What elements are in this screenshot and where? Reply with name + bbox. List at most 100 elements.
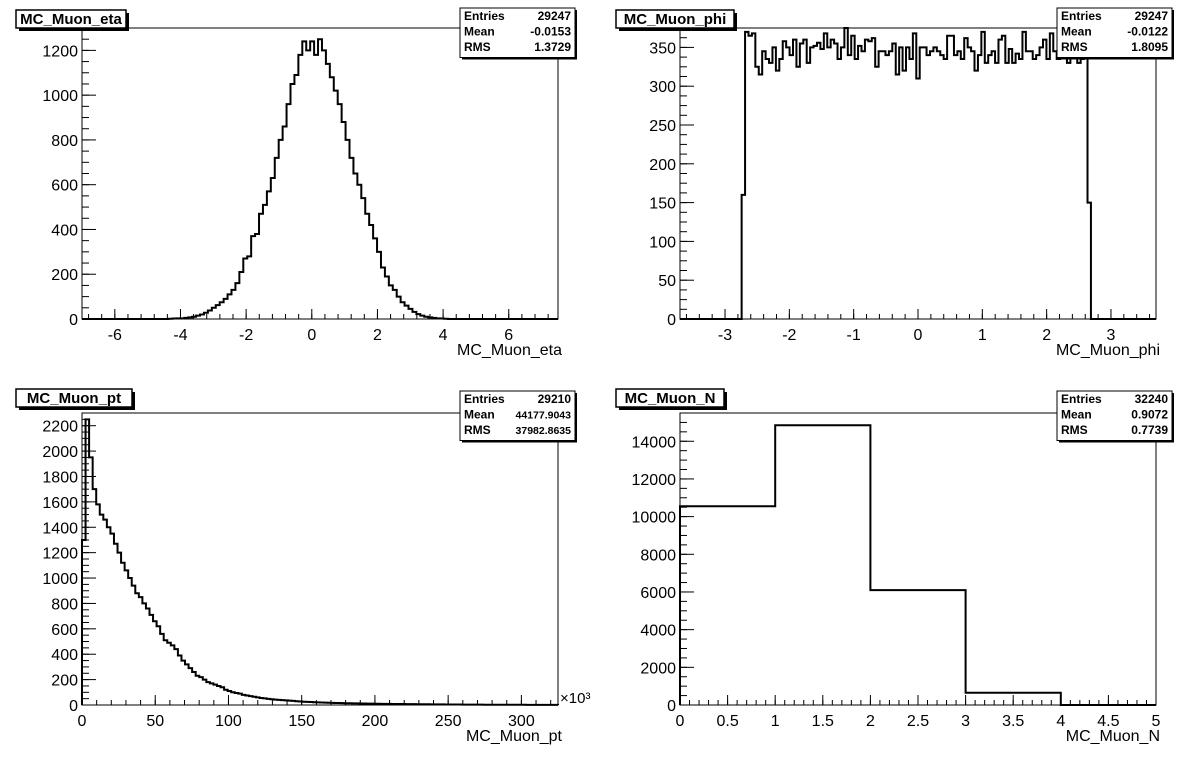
stats-label: Mean: [464, 408, 495, 422]
chart-title: MC_Muon_phi: [624, 11, 727, 28]
stats-value: 0.9072: [1131, 408, 1168, 422]
x-tick-label: 200: [362, 713, 389, 730]
panel-mc-muon-pt: 0200400600800100012001400160018002000220…: [15, 388, 590, 745]
y-tick-label: 10000: [632, 510, 677, 527]
y-tick-label: 100: [649, 234, 676, 251]
y-tick-label: 250: [649, 118, 676, 135]
stats-value: 1.3729: [534, 40, 571, 54]
x-tick-label: 2: [866, 713, 875, 730]
y-tick-label: 8000: [640, 547, 676, 564]
y-tick-label: 0: [69, 312, 78, 329]
x-tick-label: 0: [676, 713, 685, 730]
y-tick-label: 1400: [42, 520, 78, 537]
x-tick-label: 1: [771, 713, 780, 730]
x-tick-label: 3.5: [1002, 713, 1024, 730]
x-tick-label: -2: [782, 327, 796, 344]
y-tick-label: 1200: [42, 43, 78, 60]
stats-label: Mean: [1061, 25, 1092, 39]
x-tick-label: 2: [1042, 327, 1051, 344]
stats-value: -0.0122: [1127, 25, 1168, 39]
x-axis-label: MC_Muon_phi: [1056, 342, 1160, 359]
stats-value: -0.0153: [530, 25, 571, 39]
title-box: [615, 388, 725, 408]
y-tick-label: 200: [51, 267, 78, 284]
stats-label: Entries: [1061, 392, 1102, 406]
x-tick-label: 4.5: [1097, 713, 1119, 730]
stats-label: RMS: [1061, 40, 1088, 54]
x-tick-label: 2.5: [907, 713, 929, 730]
plot-frame: [81, 412, 559, 706]
stats-value: 37982.8635: [516, 425, 572, 437]
plot-frame: [679, 27, 1157, 320]
panel-mc-muon-n: 0 2000 4000 6000 8000 10000 12000 14000 0 0.5 1 1.5…: [615, 388, 1174, 745]
title-box: [15, 9, 127, 29]
x-tick-label: 3: [961, 713, 970, 730]
title-box: [15, 388, 133, 408]
y-tick-label: 300: [649, 79, 676, 96]
y-tick-label: 6000: [640, 585, 676, 602]
histogram-line: [680, 27, 1156, 320]
x-tick-label: 0: [78, 713, 87, 730]
stats-value: 44177.9043: [516, 410, 572, 422]
x-tick-label: 4: [1056, 713, 1065, 730]
y-tick-label: 350: [649, 40, 676, 57]
stats-label: Mean: [464, 25, 495, 39]
y-tick-label: 400: [51, 647, 78, 664]
stats-label: Entries: [1061, 9, 1102, 23]
x-axis-label: MC_Muon_N: [1066, 728, 1160, 745]
stats-label: Entries: [464, 9, 505, 23]
x-tick-label: 150: [288, 713, 315, 730]
title-box: [615, 9, 735, 29]
y-tick-label: 200: [649, 157, 676, 174]
x-tick-label: -1: [847, 327, 861, 344]
y-tick-label: 0: [69, 698, 78, 715]
plot-frame: [81, 27, 559, 320]
x-tick-label: 0: [307, 327, 316, 344]
x-tick-label: 300: [508, 713, 535, 730]
histogram-line: [679, 424, 1156, 706]
stats-box: [1056, 7, 1173, 58]
x-tick-label: 6: [504, 327, 513, 344]
y-tick-label: 1800: [42, 469, 78, 486]
x-tick-label: -4: [173, 327, 187, 344]
stats-value: 0.7739: [1131, 423, 1168, 437]
x-tick-label: -3: [718, 327, 732, 344]
stats-label: Entries: [464, 392, 505, 406]
x-tick-label: 3: [1107, 327, 1116, 344]
histogram-line: [81, 418, 559, 706]
x-tick-label: 0.5: [716, 713, 738, 730]
x-tick-label: 1.5: [812, 713, 834, 730]
x-tick-label: 4: [439, 327, 448, 344]
y-tick-label: 0: [667, 698, 676, 715]
stats-box: [1056, 390, 1173, 441]
histogram-line: [82, 38, 558, 320]
x-tick-label: 0: [914, 327, 923, 344]
chart-title: MC_Muon_pt: [27, 390, 121, 407]
stats-value: 1.8095: [1131, 40, 1168, 54]
y-tick-label: 2200: [42, 419, 78, 436]
y-tick-label: 1600: [42, 495, 78, 512]
stats-label: RMS: [464, 423, 491, 437]
x-tick-label: 5: [1152, 713, 1161, 730]
y-tick-label: 14000: [632, 434, 677, 451]
stats-label: RMS: [464, 40, 491, 54]
x-axis-multiplier: ×10³: [560, 690, 590, 707]
y-tick-label: 400: [51, 222, 78, 239]
y-tick-label: 2000: [640, 660, 676, 677]
x-axis-label: MC_Muon_pt: [466, 728, 563, 745]
stats-label: RMS: [1061, 423, 1088, 437]
y-tick-label: 2000: [42, 444, 78, 461]
stats-value: 29247: [1135, 9, 1169, 23]
x-axis-label: MC_Muon_eta: [457, 342, 562, 359]
x-tick-label: 250: [435, 713, 462, 730]
y-tick-label: 600: [51, 622, 78, 639]
y-tick-label: 1000: [42, 571, 78, 588]
y-tick-label: 50: [658, 273, 676, 290]
stats-value: 29247: [538, 9, 572, 23]
y-tick-label: 4000: [640, 623, 676, 640]
y-tick-label: 1200: [42, 546, 78, 563]
stats-value: 32240: [1135, 392, 1169, 406]
